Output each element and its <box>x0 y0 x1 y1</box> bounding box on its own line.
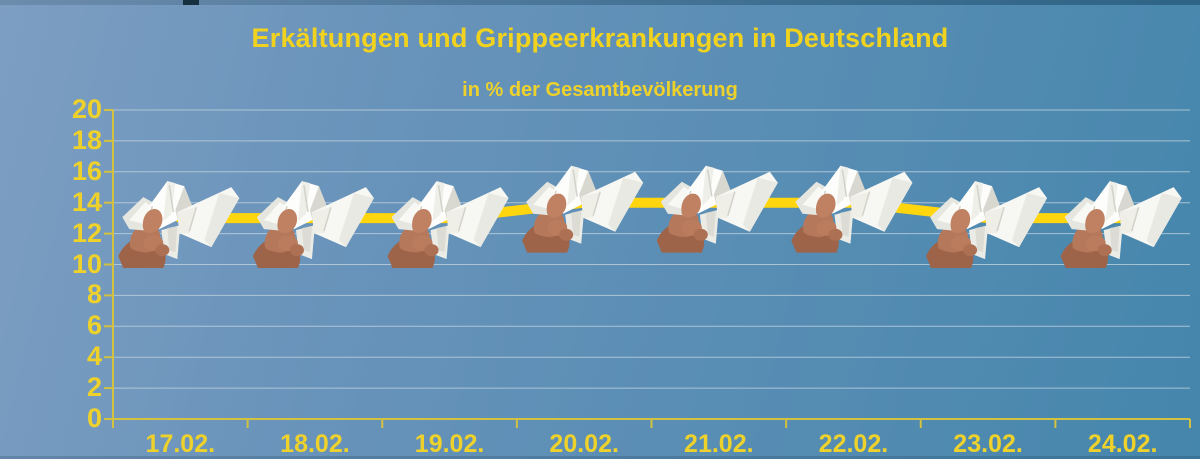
window-edge-artifact <box>0 0 1200 5</box>
tissue-marker-image <box>521 164 644 253</box>
tissue-marker-image <box>386 180 510 269</box>
y-tick-label: 6 <box>86 310 102 341</box>
tissue-marker-image <box>1059 180 1183 269</box>
tissue-marker-image <box>925 180 1048 269</box>
x-tick-label: 24.02. <box>1087 430 1158 458</box>
x-tick-label: 23.02. <box>953 430 1023 458</box>
y-tick-label: 14 <box>71 186 102 217</box>
chart-title: Erkältungen und Grippeerkrankungen in De… <box>251 23 949 53</box>
y-tick-label: 2 <box>86 372 102 403</box>
x-tick-label: 20.02. <box>549 430 619 458</box>
x-tick-label: 17.02. <box>145 430 216 458</box>
y-tick-label: 4 <box>86 341 102 372</box>
x-tick-label: 19.02. <box>414 430 485 458</box>
y-tick-label: 8 <box>86 279 102 310</box>
y-tick-label: 12 <box>71 217 102 248</box>
y-tick-label: 0 <box>86 403 102 433</box>
tissue-marker-image <box>656 164 779 253</box>
window-edge-notch <box>183 0 199 5</box>
y-tick-label: 20 <box>71 94 102 124</box>
tissue-marker-image <box>117 180 241 269</box>
tissue-marker-image <box>790 164 914 253</box>
tissue-marker-image <box>252 180 375 269</box>
chart-subtitle: in % der Gesamtbevölkerung <box>462 79 738 101</box>
axes <box>104 109 1191 428</box>
y-tick-label: 16 <box>71 155 102 186</box>
x-tick-label: 22.02. <box>818 430 889 458</box>
y-tick-label: 10 <box>71 248 102 279</box>
x-tick-label: 18.02. <box>280 430 350 458</box>
data-point-markers <box>117 164 1183 269</box>
screenshot-bottom-edge <box>0 456 1200 459</box>
x-tick-label: 21.02. <box>684 430 754 458</box>
y-tick-label: 18 <box>71 124 102 155</box>
